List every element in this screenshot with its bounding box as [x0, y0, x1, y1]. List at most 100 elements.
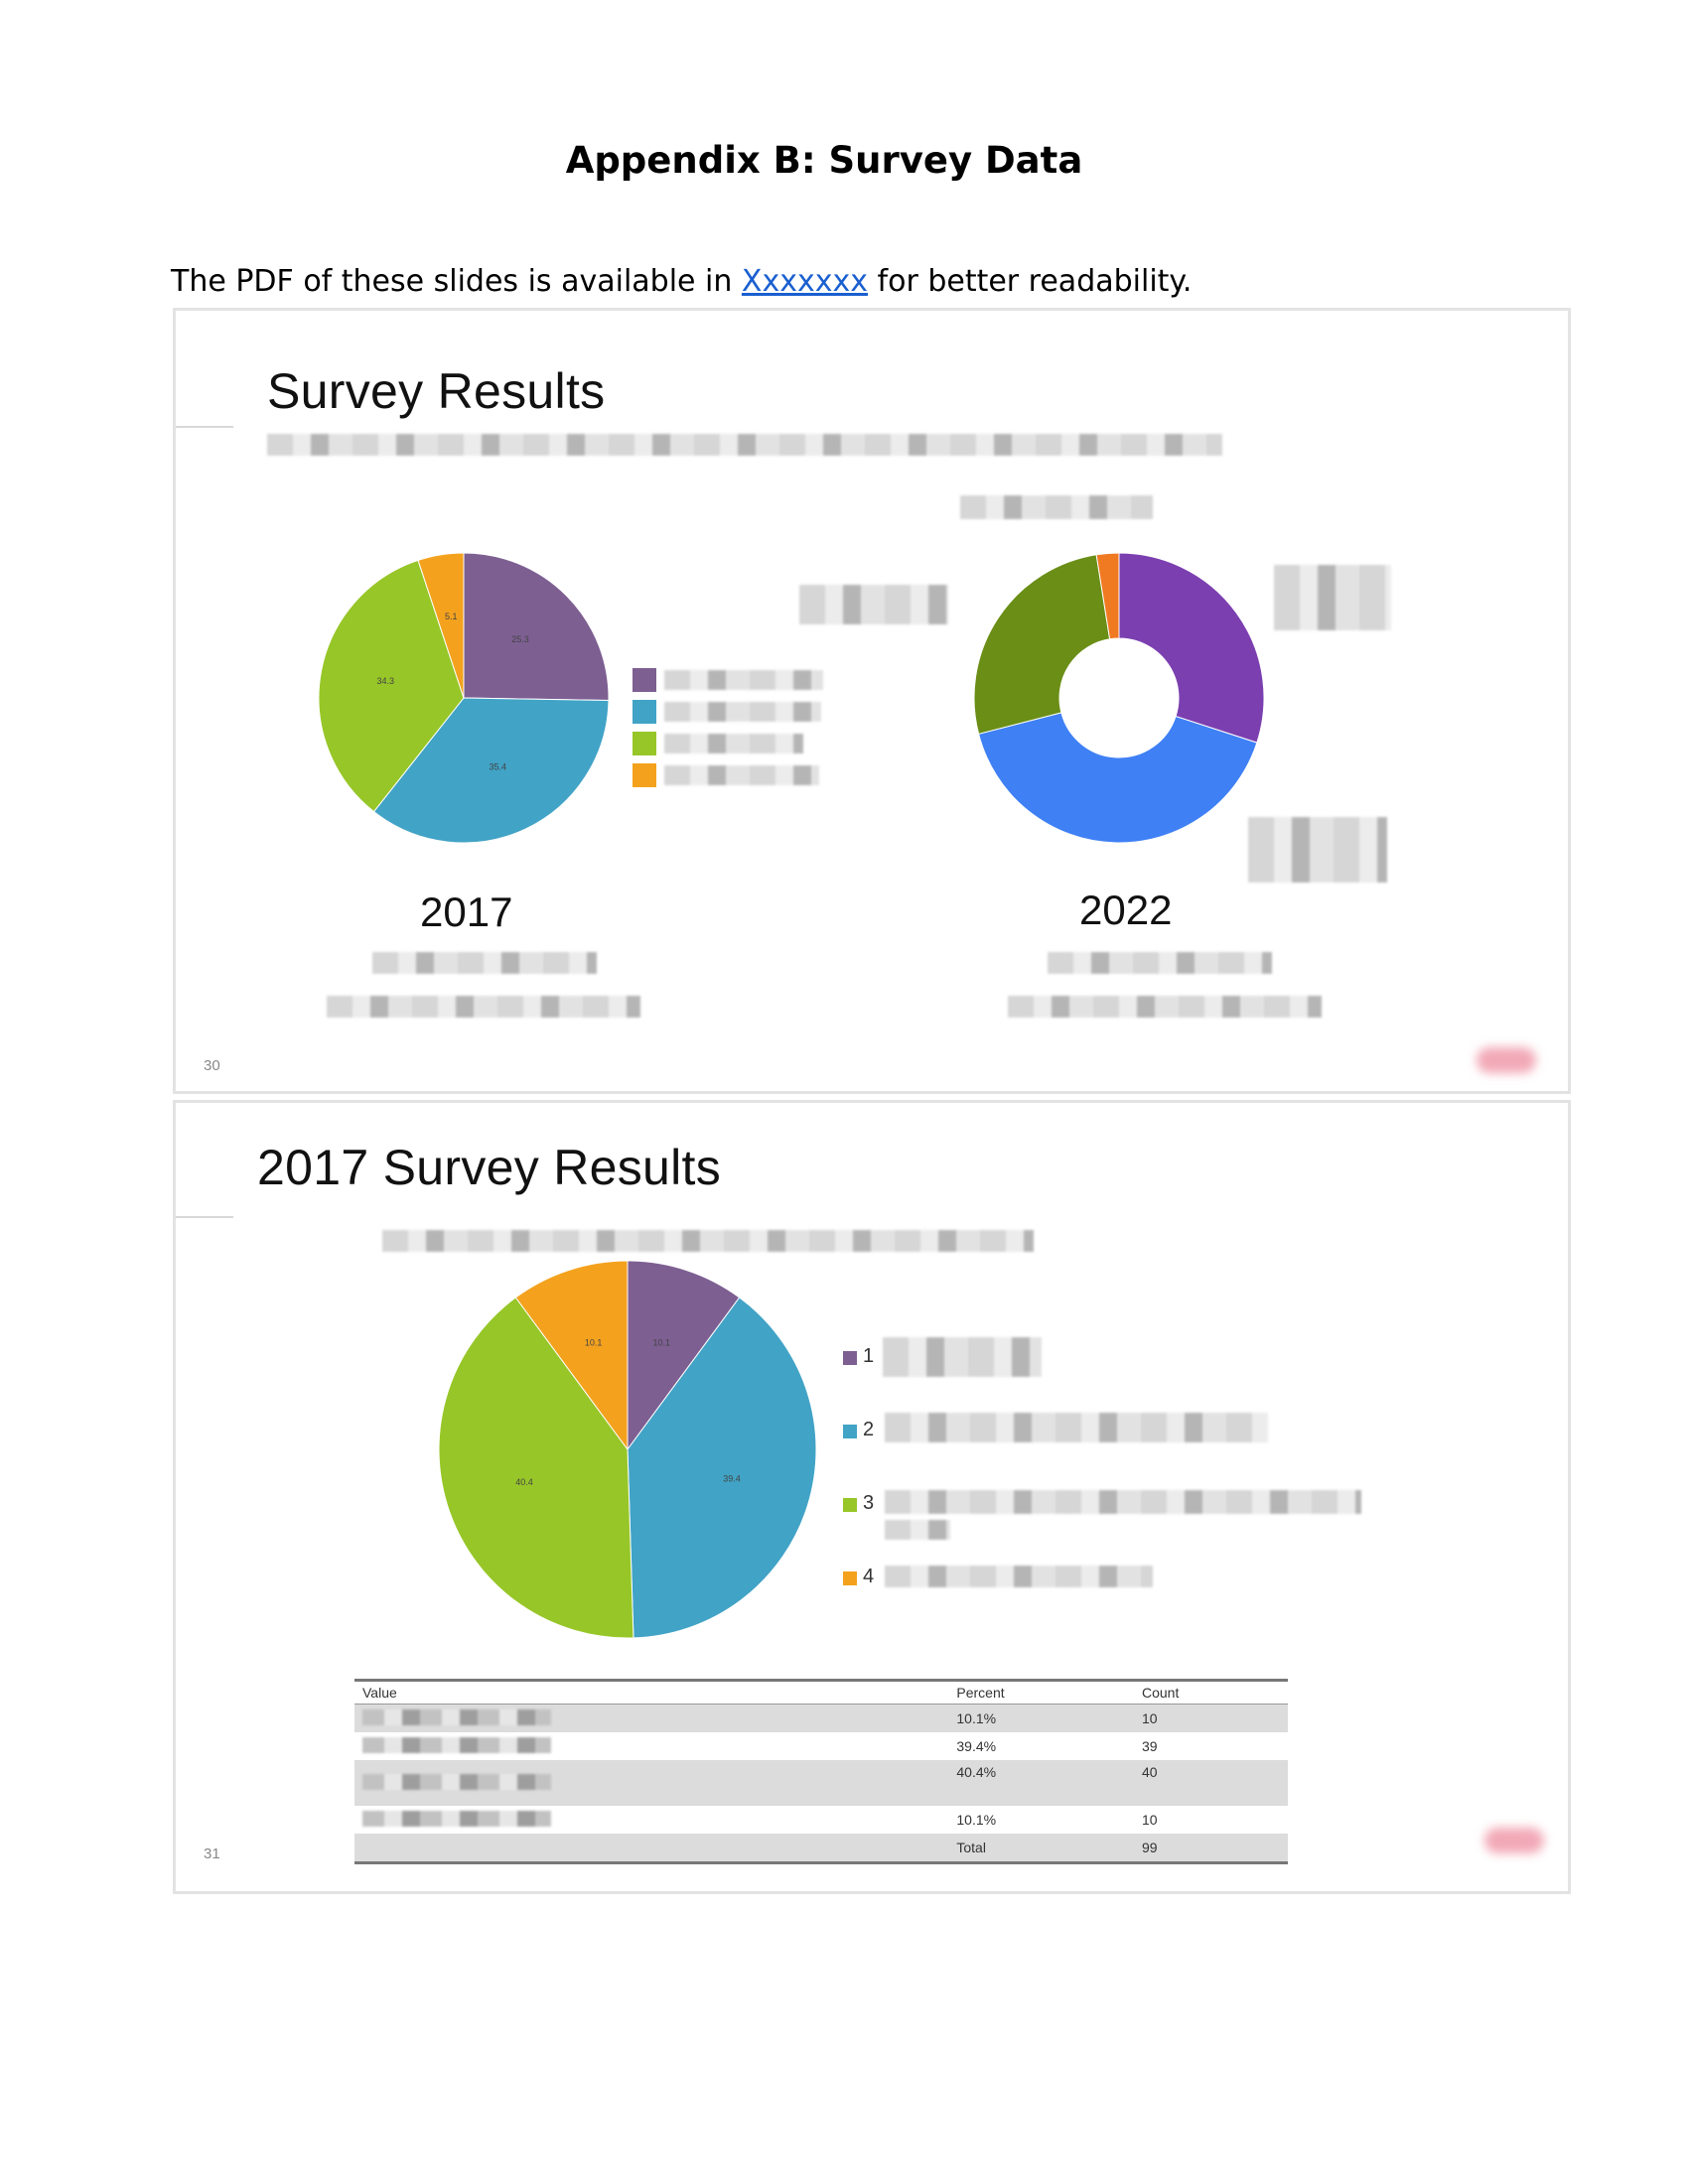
pie-slice: [977, 712, 1258, 844]
value-cell: [354, 1704, 949, 1732]
pie-data-label: 34.3: [376, 676, 394, 686]
redacted-caption: [327, 996, 640, 1018]
legend-swatch-2: [843, 1425, 857, 1438]
pie-slice: [417, 552, 465, 699]
table-row: 10.1% 10: [354, 1704, 1288, 1732]
redacted-value: [362, 1810, 551, 1827]
percent-cell: 39.4%: [956, 1738, 997, 1754]
pie-chart-2017: 25.3 35.4 34.3 5.1: [318, 552, 610, 844]
intro-text: The PDF of these slides is available in …: [171, 264, 1192, 299]
redacted-callout: [1274, 565, 1391, 630]
redacted-legend: [664, 702, 821, 722]
legend-number: 1: [863, 1345, 875, 1367]
pie-slice: [627, 1297, 817, 1639]
pie-data-label: 40.4: [515, 1477, 533, 1487]
pie-data-label: 10.1: [653, 1337, 671, 1347]
value-cell: [354, 1732, 948, 1760]
legend-swatch-green: [633, 732, 656, 755]
legend-number: 2: [863, 1419, 875, 1440]
redacted-caption: [372, 952, 597, 974]
table-row: 39.4% 39: [354, 1732, 1288, 1760]
pie-data-label: 39.4: [723, 1474, 741, 1484]
pie-slice: [463, 552, 610, 702]
redacted-subtitle: [267, 434, 1222, 456]
redacted-value: [362, 1708, 551, 1725]
table-row: 40.4% 40: [354, 1760, 1288, 1806]
redacted-caption: [1048, 952, 1272, 974]
count-cell: 10: [1134, 1704, 1288, 1732]
redacted-subtitle: [382, 1230, 1034, 1252]
redacted-legend: [664, 734, 803, 753]
year-label-2022: 2022: [1079, 887, 1173, 933]
pie-data-label: 5.1: [445, 612, 458, 621]
table-row: 10.1% 10: [354, 1806, 1288, 1834]
pie-slice: [514, 1260, 629, 1451]
pie-slice: [372, 697, 610, 844]
pie-data-label: 10.1: [585, 1337, 603, 1347]
pie-slice: [438, 1297, 634, 1639]
pie-data-label: 35.4: [489, 761, 506, 771]
total-label: Total: [948, 1834, 1134, 1864]
redacted-value: [362, 1773, 551, 1790]
redacted-caption: [1008, 996, 1322, 1018]
value-cell: [354, 1834, 949, 1864]
redacted-legend: [885, 1413, 1268, 1442]
legend-swatch-4: [843, 1571, 857, 1585]
redacted-value: [362, 1736, 551, 1753]
redacted-legend: [885, 1490, 1361, 1514]
redacted-callout: [799, 585, 948, 624]
slide-title: Survey Results: [267, 363, 606, 419]
pie-slice: [973, 554, 1111, 735]
count-cell: 10: [1142, 1812, 1158, 1828]
pie-data-label: 25.3: [511, 634, 529, 644]
donut-chart-2022: [973, 552, 1265, 844]
page-number: 30: [204, 1057, 220, 1074]
percent-cell: 40.4%: [948, 1760, 1134, 1806]
pie-slice: [1118, 552, 1265, 744]
pdf-link[interactable]: Xxxxxxx: [741, 264, 868, 299]
redacted-callout: [960, 495, 1153, 519]
count-cell: 39: [1142, 1738, 1158, 1754]
legend-swatch-blue: [633, 700, 656, 724]
table-total-row: Total 99: [354, 1834, 1288, 1864]
title-rule: [176, 426, 233, 428]
total-count: 99: [1134, 1834, 1288, 1864]
legend-swatch-1: [843, 1351, 857, 1365]
header-count: Count: [1134, 1679, 1288, 1705]
slide-31: 2017 Survey Results 10.1 39.4 40.4 10.1 1 2…: [173, 1100, 1571, 1894]
slide-30: Survey Results 25.3 35.4 34.3 5.1 2017 2022…: [173, 308, 1571, 1094]
pie-slice: [1095, 552, 1120, 640]
document-title: Appendix B: Survey Data: [565, 139, 1083, 182]
page-number: 31: [204, 1845, 220, 1862]
intro-before: The PDF of these slides is available in: [171, 264, 742, 299]
redacted-legend: [885, 1520, 950, 1540]
legend-number: 4: [863, 1566, 875, 1587]
value-cell: [354, 1760, 949, 1806]
pie-slice: [627, 1260, 741, 1451]
brand-logo: [1484, 1828, 1544, 1853]
redacted-callout: [1248, 817, 1387, 883]
brand-logo: [1477, 1047, 1536, 1073]
pie-slice: [318, 559, 465, 813]
header-value: Value: [354, 1679, 949, 1705]
value-cell: [354, 1806, 948, 1834]
title-rule: [176, 1216, 233, 1218]
intro-after: for better readability.: [868, 264, 1193, 299]
legend-number: 3: [863, 1492, 875, 1514]
legend-swatch-orange: [633, 763, 656, 787]
results-table: Value Percent Count 10.1% 10 39.4% 39 40…: [354, 1679, 1288, 1864]
redacted-legend: [664, 670, 823, 690]
pie-chart-2017-detail: 10.1 39.4 40.4 10.1: [438, 1260, 817, 1639]
redacted-legend: [885, 1566, 1153, 1587]
table-header-row: Value Percent Count: [354, 1679, 1288, 1705]
slide-title: 2017 Survey Results: [257, 1140, 722, 1195]
percent-cell: 10.1%: [956, 1812, 997, 1828]
legend-swatch-purple: [633, 668, 656, 692]
legend-swatch-3: [843, 1498, 857, 1512]
percent-cell: 10.1%: [948, 1704, 1134, 1732]
year-label-2017: 2017: [420, 888, 513, 935]
header-percent: Percent: [948, 1679, 1134, 1705]
redacted-legend: [664, 765, 819, 785]
count-cell: 40: [1134, 1760, 1288, 1806]
redacted-legend: [883, 1337, 1042, 1377]
